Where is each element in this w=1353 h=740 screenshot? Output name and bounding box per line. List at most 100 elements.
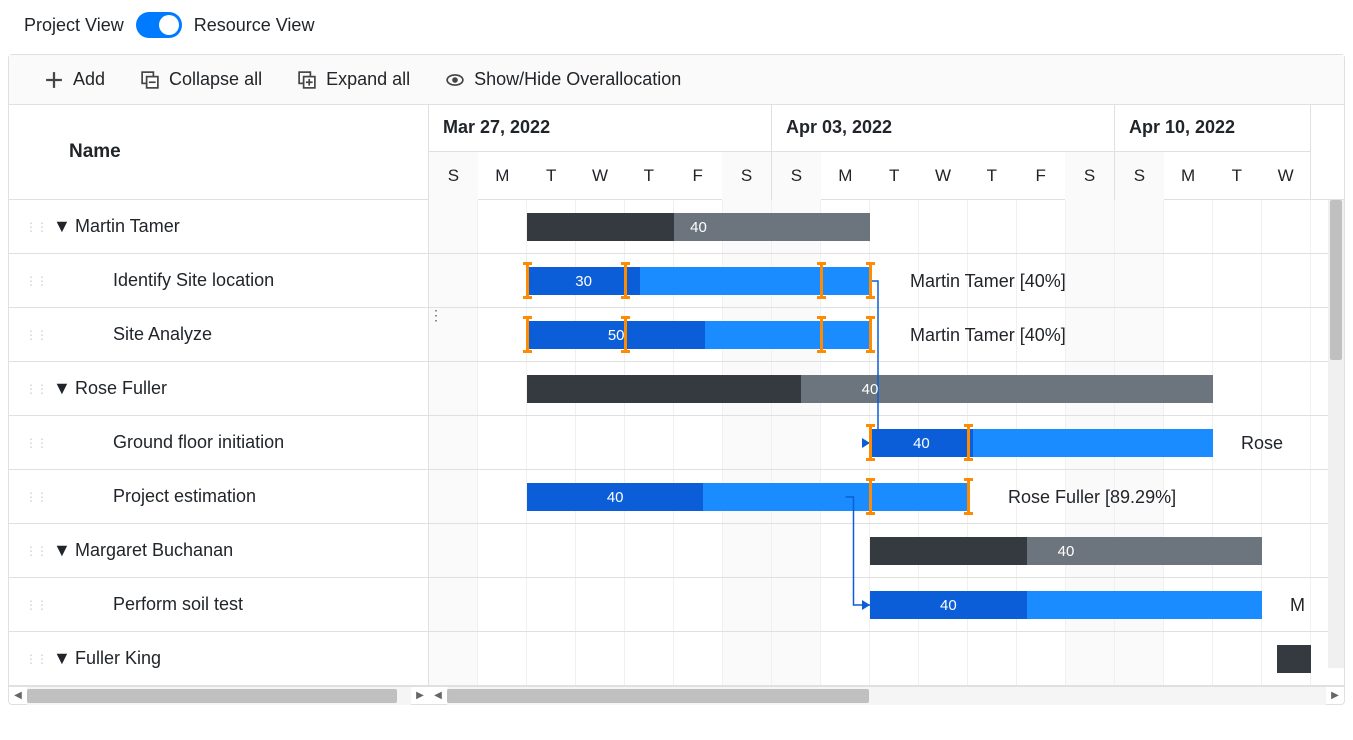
expand-caret[interactable]: ▼ bbox=[53, 378, 69, 399]
range-marker bbox=[869, 262, 872, 299]
expand-icon bbox=[298, 71, 316, 89]
gantt-row: 40 bbox=[429, 524, 1344, 578]
horizontal-scrollbars: ◀ ▶ ◀ ▶ bbox=[9, 686, 1344, 704]
range-marker bbox=[526, 316, 529, 353]
resource-row[interactable]: ⋮⋮ ▼ Fuller King bbox=[9, 632, 428, 686]
day-header: M bbox=[1164, 152, 1213, 200]
overallocation-label: Show/Hide Overallocation bbox=[474, 69, 681, 90]
resource-row[interactable]: ⋮⋮ ▼ Margaret Buchanan bbox=[9, 524, 428, 578]
drag-handle[interactable]: ⋮⋮ bbox=[25, 328, 37, 342]
day-header: F bbox=[673, 152, 722, 200]
view-toggle-switch[interactable] bbox=[136, 12, 182, 38]
range-marker bbox=[820, 262, 823, 299]
range-marker bbox=[869, 478, 872, 515]
project-view-label: Project View bbox=[24, 15, 124, 36]
day-header: S bbox=[722, 152, 771, 200]
bar-progress-label: 50 bbox=[608, 327, 625, 344]
bar-assignment-label: Martin Tamer [40%] bbox=[910, 325, 1066, 346]
add-label: Add bbox=[73, 69, 105, 90]
day-header: F bbox=[1016, 152, 1065, 200]
resource-name: Rose Fuller bbox=[75, 378, 167, 399]
task-row[interactable]: ⋮⋮ Identify Site location bbox=[9, 254, 428, 308]
task-row[interactable]: ⋮⋮ Perform soil test bbox=[9, 578, 428, 632]
gantt-row: 30Martin Tamer [40%] bbox=[429, 254, 1344, 308]
day-header: T bbox=[870, 152, 919, 200]
day-header: T bbox=[967, 152, 1016, 200]
task-bar[interactable]: 40Rose Fuller [89.29%] bbox=[527, 483, 968, 511]
task-row[interactable]: ⋮⋮Project estimation bbox=[9, 470, 428, 524]
left-panel: Name ⋮⋮▼Martin Tamer⋮⋮Identify Site loca… bbox=[9, 105, 429, 686]
drag-handle[interactable]: ⋮⋮ bbox=[25, 220, 37, 234]
expand-caret[interactable]: ▼ bbox=[53, 648, 69, 669]
drag-handle[interactable]: ⋮⋮ bbox=[25, 382, 37, 396]
task-name: Site Analyze bbox=[113, 324, 212, 345]
range-marker bbox=[967, 478, 970, 515]
summary-bar[interactable]: 40 bbox=[870, 537, 1262, 565]
week-label: Apr 03, 2022 bbox=[772, 105, 1114, 152]
gantt-row bbox=[429, 632, 1344, 686]
collapse-all-button[interactable]: Collapse all bbox=[141, 69, 262, 90]
resource-name: Fuller King bbox=[75, 648, 161, 669]
range-marker bbox=[624, 316, 627, 353]
drag-handle[interactable]: ⋮⋮ bbox=[25, 274, 37, 288]
summary-bar[interactable] bbox=[1277, 645, 1311, 673]
range-marker bbox=[526, 262, 529, 299]
left-hscroll[interactable] bbox=[27, 687, 411, 705]
day-header: T bbox=[624, 152, 673, 200]
day-header: M bbox=[821, 152, 870, 200]
day-header: W bbox=[919, 152, 968, 200]
name-column-header: Name bbox=[9, 105, 428, 200]
right-panel: Mar 27, 2022SMTWTFSApr 03, 2022SMTWTFSAp… bbox=[429, 105, 1344, 686]
gantt-row: 40 bbox=[429, 362, 1344, 416]
bar-assignment-label: Rose Fuller [89.29%] bbox=[1008, 487, 1176, 508]
task-name: Identify Site location bbox=[113, 270, 274, 291]
view-toggle-bar: Project View Resource View bbox=[0, 0, 1353, 50]
hscroll-right-arrow-1[interactable]: ▶ bbox=[411, 687, 429, 704]
add-button[interactable]: Add bbox=[45, 69, 105, 90]
resource-row[interactable]: ⋮⋮▼Martin Tamer bbox=[9, 200, 428, 254]
day-header: T bbox=[527, 152, 576, 200]
expand-all-button[interactable]: Expand all bbox=[298, 69, 410, 90]
gantt-content: Name ⋮⋮▼Martin Tamer⋮⋮Identify Site loca… bbox=[9, 105, 1344, 686]
gantt-row: 40Rose bbox=[429, 416, 1344, 470]
toolbar: Add Collapse all Expand all Show/Hide Ov… bbox=[9, 55, 1344, 105]
bar-assignment-label: Rose bbox=[1241, 433, 1283, 454]
hscroll-left-arrow-2[interactable]: ◀ bbox=[429, 687, 447, 704]
day-header: S bbox=[772, 152, 821, 200]
summary-bar[interactable]: 40 bbox=[527, 213, 870, 241]
task-bar[interactable]: 40M bbox=[870, 591, 1262, 619]
expand-caret[interactable]: ▼ bbox=[53, 540, 69, 561]
bar-progress-label: 40 bbox=[1058, 543, 1075, 560]
task-name: Ground floor initiation bbox=[113, 432, 284, 453]
hscroll-left-arrow-1[interactable]: ◀ bbox=[9, 687, 27, 704]
range-marker bbox=[624, 262, 627, 299]
bar-progress-label: 40 bbox=[607, 489, 624, 506]
task-row[interactable]: ⋮⋮ Ground floor initiation bbox=[9, 416, 428, 470]
expand-label: Expand all bbox=[326, 69, 410, 90]
range-marker bbox=[869, 424, 872, 461]
gantt-row: 40 Rose Fuller [89.29%] bbox=[429, 470, 1344, 524]
expand-caret[interactable]: ▼ bbox=[53, 216, 69, 237]
gantt-row: 40M bbox=[429, 578, 1344, 632]
day-header: S bbox=[1065, 152, 1114, 200]
range-marker bbox=[967, 424, 970, 461]
drag-handle[interactable]: ⋮⋮ bbox=[25, 598, 37, 612]
resource-name: Margaret Buchanan bbox=[75, 540, 233, 561]
vertical-scrollbar[interactable] bbox=[1328, 200, 1344, 668]
resource-row[interactable]: ⋮⋮ ▼ Rose Fuller bbox=[9, 362, 428, 416]
drag-handle[interactable]: ⋮⋮ bbox=[25, 436, 37, 450]
summary-bar[interactable]: 40 bbox=[527, 375, 1213, 403]
range-marker bbox=[820, 316, 823, 353]
overallocation-button[interactable]: Show/Hide Overallocation bbox=[446, 69, 681, 90]
task-bar[interactable]: 40Rose bbox=[870, 429, 1213, 457]
drag-handle[interactable]: ⋮⋮ bbox=[25, 544, 37, 558]
bar-progress-label: 30 bbox=[575, 273, 592, 290]
right-hscroll[interactable] bbox=[447, 687, 1326, 705]
task-row[interactable]: ⋮⋮ Site Analyze bbox=[9, 308, 428, 362]
range-marker bbox=[869, 316, 872, 353]
drag-handle[interactable]: ⋮⋮ bbox=[25, 490, 37, 504]
hscroll-right-arrow-2[interactable]: ▶ bbox=[1326, 687, 1344, 704]
drag-handle[interactable]: ⋮⋮ bbox=[25, 652, 37, 666]
splitter-handle[interactable]: ⋮ bbox=[427, 305, 445, 326]
task-name: Perform soil test bbox=[113, 594, 243, 615]
